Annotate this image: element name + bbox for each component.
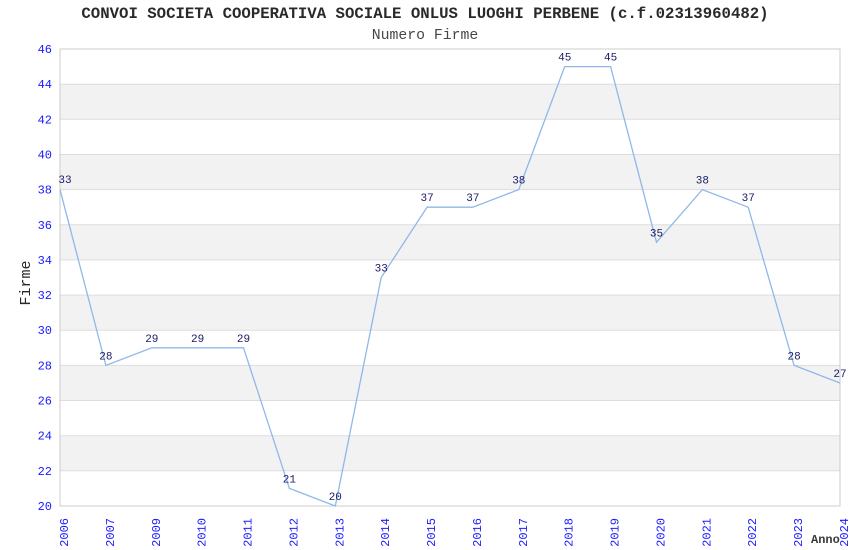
svg-text:40: 40: [38, 149, 52, 163]
svg-text:28: 28: [38, 359, 52, 373]
svg-text:42: 42: [38, 113, 52, 127]
svg-text:33: 33: [58, 175, 71, 187]
svg-text:2015: 2015: [425, 518, 439, 547]
svg-text:2018: 2018: [563, 518, 577, 547]
svg-text:2010: 2010: [196, 518, 210, 547]
svg-text:29: 29: [191, 334, 204, 346]
svg-text:20: 20: [329, 492, 342, 504]
svg-text:2020: 2020: [655, 518, 669, 547]
svg-text:2023: 2023: [792, 518, 806, 547]
svg-text:28: 28: [99, 351, 112, 363]
svg-text:35: 35: [650, 228, 663, 240]
svg-text:46: 46: [38, 43, 52, 57]
svg-text:37: 37: [466, 193, 479, 205]
svg-text:38: 38: [512, 176, 525, 188]
svg-text:22: 22: [38, 465, 52, 479]
svg-text:38: 38: [38, 184, 52, 198]
svg-text:27: 27: [833, 369, 846, 381]
svg-text:2014: 2014: [379, 518, 393, 547]
svg-text:2024: 2024: [838, 518, 850, 547]
svg-text:32: 32: [38, 289, 52, 303]
svg-text:29: 29: [145, 334, 158, 346]
svg-text:45: 45: [558, 53, 571, 65]
svg-text:26: 26: [38, 395, 52, 409]
svg-text:2021: 2021: [700, 518, 714, 547]
svg-text:44: 44: [38, 78, 52, 92]
svg-text:2007: 2007: [104, 518, 118, 547]
svg-text:21: 21: [283, 474, 297, 486]
svg-text:36: 36: [38, 219, 52, 233]
svg-text:24: 24: [38, 430, 52, 444]
svg-text:34: 34: [38, 254, 52, 268]
svg-text:2006: 2006: [58, 518, 72, 547]
svg-text:37: 37: [420, 193, 433, 205]
svg-text:45: 45: [604, 53, 617, 65]
svg-text:37: 37: [742, 193, 755, 205]
svg-text:29: 29: [237, 334, 250, 346]
svg-text:28: 28: [787, 351, 800, 363]
svg-text:30: 30: [38, 324, 52, 338]
svg-text:2017: 2017: [517, 518, 531, 547]
svg-text:33: 33: [375, 264, 388, 276]
svg-text:20: 20: [38, 500, 52, 514]
svg-text:2012: 2012: [287, 518, 301, 547]
svg-text:2022: 2022: [746, 518, 760, 547]
svg-text:2009: 2009: [150, 518, 164, 547]
svg-text:2011: 2011: [242, 518, 256, 547]
svg-text:2019: 2019: [609, 518, 623, 547]
svg-text:38: 38: [696, 176, 709, 188]
svg-text:2013: 2013: [333, 518, 347, 547]
svg-text:2016: 2016: [471, 518, 485, 547]
